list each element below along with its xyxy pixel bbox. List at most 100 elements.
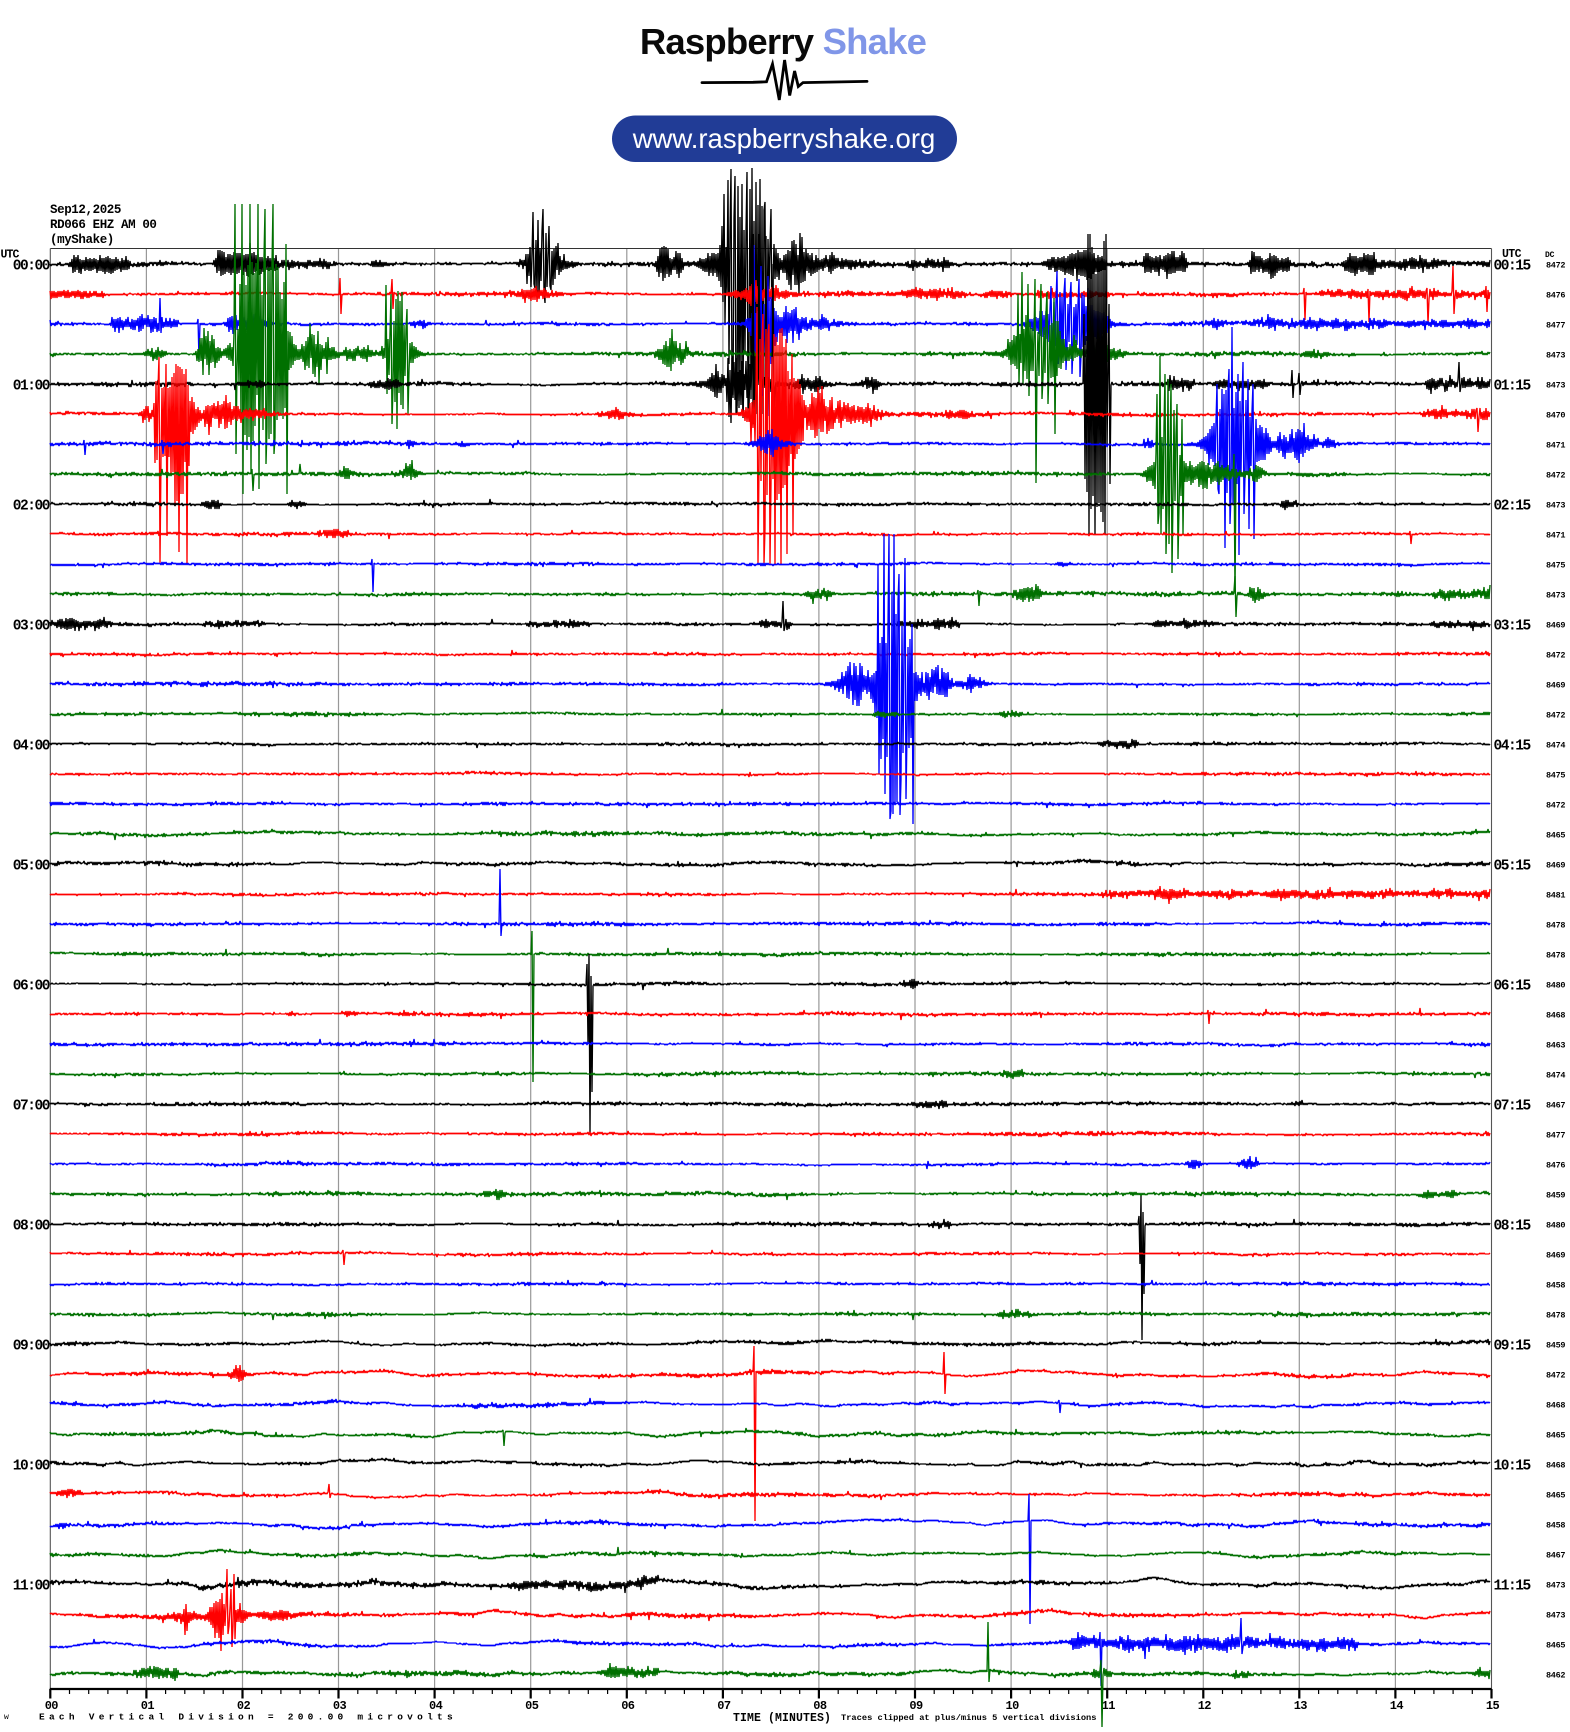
svg-text:12: 12 <box>1198 1699 1212 1713</box>
svg-text:Sep12,2025: Sep12,2025 <box>50 203 121 217</box>
svg-text:11:15: 11:15 <box>1494 1579 1531 1595</box>
svg-text:8465: 8465 <box>1546 1491 1565 1501</box>
svg-text:8472: 8472 <box>1546 651 1565 661</box>
svg-text:8467: 8467 <box>1546 1101 1565 1111</box>
svg-text:00:00: 00:00 <box>13 259 50 275</box>
svg-text:06:15: 06:15 <box>1494 979 1531 995</box>
svg-text:(myShake): (myShake) <box>50 233 114 247</box>
svg-text:03:15: 03:15 <box>1494 619 1531 635</box>
svg-text:8468: 8468 <box>1546 1011 1565 1021</box>
svg-text:DC: DC <box>1545 251 1555 260</box>
svg-text:8469: 8469 <box>1546 1251 1565 1261</box>
svg-text:TIME (MINUTES): TIME (MINUTES) <box>733 1712 831 1725</box>
svg-text:08:00: 08:00 <box>13 1219 50 1235</box>
svg-text:10:00: 10:00 <box>13 1459 50 1475</box>
svg-text:13: 13 <box>1294 1699 1308 1713</box>
svg-text:04:00: 04:00 <box>13 739 50 755</box>
svg-text:15: 15 <box>1486 1699 1500 1713</box>
svg-text:8472: 8472 <box>1546 471 1565 481</box>
svg-text:8475: 8475 <box>1546 771 1565 781</box>
svg-text:8481: 8481 <box>1546 891 1565 901</box>
svg-text:8474: 8474 <box>1546 1071 1565 1081</box>
svg-text:04: 04 <box>429 1699 443 1713</box>
svg-text:8462: 8462 <box>1546 1671 1565 1681</box>
svg-text:01:00: 01:00 <box>13 379 50 395</box>
svg-text:05:15: 05:15 <box>1494 859 1531 875</box>
svg-text:8475: 8475 <box>1546 561 1565 571</box>
svg-text:8458: 8458 <box>1546 1521 1565 1531</box>
svg-text:02:15: 02:15 <box>1494 499 1531 515</box>
svg-text:02: 02 <box>237 1699 251 1713</box>
svg-text:06: 06 <box>621 1699 635 1713</box>
svg-text:8463: 8463 <box>1546 1041 1565 1051</box>
svg-text:09:00: 09:00 <box>13 1339 50 1355</box>
svg-text:07: 07 <box>717 1699 731 1713</box>
svg-text:8459: 8459 <box>1546 1191 1565 1201</box>
svg-text:8465: 8465 <box>1546 831 1565 841</box>
svg-text:8477: 8477 <box>1546 321 1565 331</box>
svg-text:02:00: 02:00 <box>13 499 50 515</box>
svg-text:8469: 8469 <box>1546 621 1565 631</box>
svg-text:8467: 8467 <box>1546 1551 1565 1561</box>
svg-text:8468: 8468 <box>1546 1461 1565 1471</box>
svg-text:08:15: 08:15 <box>1494 1219 1531 1235</box>
svg-text:8473: 8473 <box>1546 591 1565 601</box>
svg-text:05: 05 <box>525 1699 539 1713</box>
svg-text:00: 00 <box>45 1699 59 1713</box>
svg-text:10:15: 10:15 <box>1494 1459 1531 1475</box>
svg-text:8471: 8471 <box>1546 531 1565 541</box>
svg-text:Raspberry Shake: Raspberry Shake <box>640 21 927 62</box>
svg-text:07:00: 07:00 <box>13 1099 50 1115</box>
svg-text:8473: 8473 <box>1546 501 1565 511</box>
svg-text:14: 14 <box>1390 1699 1404 1713</box>
svg-text:09:15: 09:15 <box>1494 1339 1531 1355</box>
svg-text:8474: 8474 <box>1546 741 1565 751</box>
svg-text:8465: 8465 <box>1546 1431 1565 1441</box>
svg-text:8465: 8465 <box>1546 1641 1565 1651</box>
svg-text:8458: 8458 <box>1546 1281 1565 1291</box>
svg-text:8476: 8476 <box>1546 291 1565 301</box>
svg-text:01:15: 01:15 <box>1494 379 1531 395</box>
svg-text:UTC: UTC <box>1502 248 1522 261</box>
svg-text:UTC: UTC <box>1 249 20 262</box>
svg-text:8478: 8478 <box>1546 921 1565 931</box>
svg-text:03: 03 <box>333 1699 347 1713</box>
svg-text:03:00: 03:00 <box>13 619 50 635</box>
svg-text:8476: 8476 <box>1546 1161 1565 1171</box>
svg-text:8472: 8472 <box>1546 711 1565 721</box>
svg-text:11:00: 11:00 <box>13 1579 50 1595</box>
svg-text:w: w <box>4 1713 9 1722</box>
svg-text:10: 10 <box>1005 1699 1019 1713</box>
svg-text:www.raspberryshake.org: www.raspberryshake.org <box>632 123 936 154</box>
svg-text:09: 09 <box>909 1699 923 1713</box>
svg-text:8469: 8469 <box>1546 681 1565 691</box>
svg-text:04:15: 04:15 <box>1494 739 1531 755</box>
svg-text:8473: 8473 <box>1546 351 1565 361</box>
svg-text:RD066 EHZ AM 00: RD066 EHZ AM 00 <box>50 218 157 232</box>
svg-text:Each Vertical Division = 200.: Each Vertical Division = 200.00 microvol… <box>39 1712 457 1723</box>
svg-text:8473: 8473 <box>1546 1611 1565 1621</box>
svg-text:8468: 8468 <box>1546 1401 1565 1411</box>
svg-text:8480: 8480 <box>1546 981 1565 991</box>
svg-text:8472: 8472 <box>1546 1371 1565 1381</box>
svg-text:8473: 8473 <box>1546 381 1565 391</box>
svg-text:8478: 8478 <box>1546 951 1565 961</box>
svg-text:07:15: 07:15 <box>1494 1099 1531 1115</box>
svg-text:05:00: 05:00 <box>13 859 50 875</box>
svg-text:8470: 8470 <box>1546 411 1565 421</box>
svg-text:8473: 8473 <box>1546 1581 1565 1591</box>
svg-text:8472: 8472 <box>1546 261 1565 271</box>
svg-text:8477: 8477 <box>1546 1131 1565 1141</box>
svg-text:8472: 8472 <box>1546 801 1565 811</box>
svg-text:8459: 8459 <box>1546 1341 1565 1351</box>
svg-text:01: 01 <box>141 1699 155 1713</box>
svg-text:Traces clipped at plus/minus 5: Traces clipped at plus/minus 5 vertical … <box>841 1713 1096 1723</box>
svg-text:8480: 8480 <box>1546 1221 1565 1231</box>
svg-text:06:00: 06:00 <box>13 979 50 995</box>
svg-text:08: 08 <box>813 1699 827 1713</box>
svg-text:8478: 8478 <box>1546 1311 1565 1321</box>
svg-text:8469: 8469 <box>1546 861 1565 871</box>
svg-text:00:15: 00:15 <box>1494 259 1531 275</box>
svg-text:11: 11 <box>1102 1699 1116 1713</box>
svg-text:8471: 8471 <box>1546 441 1565 451</box>
